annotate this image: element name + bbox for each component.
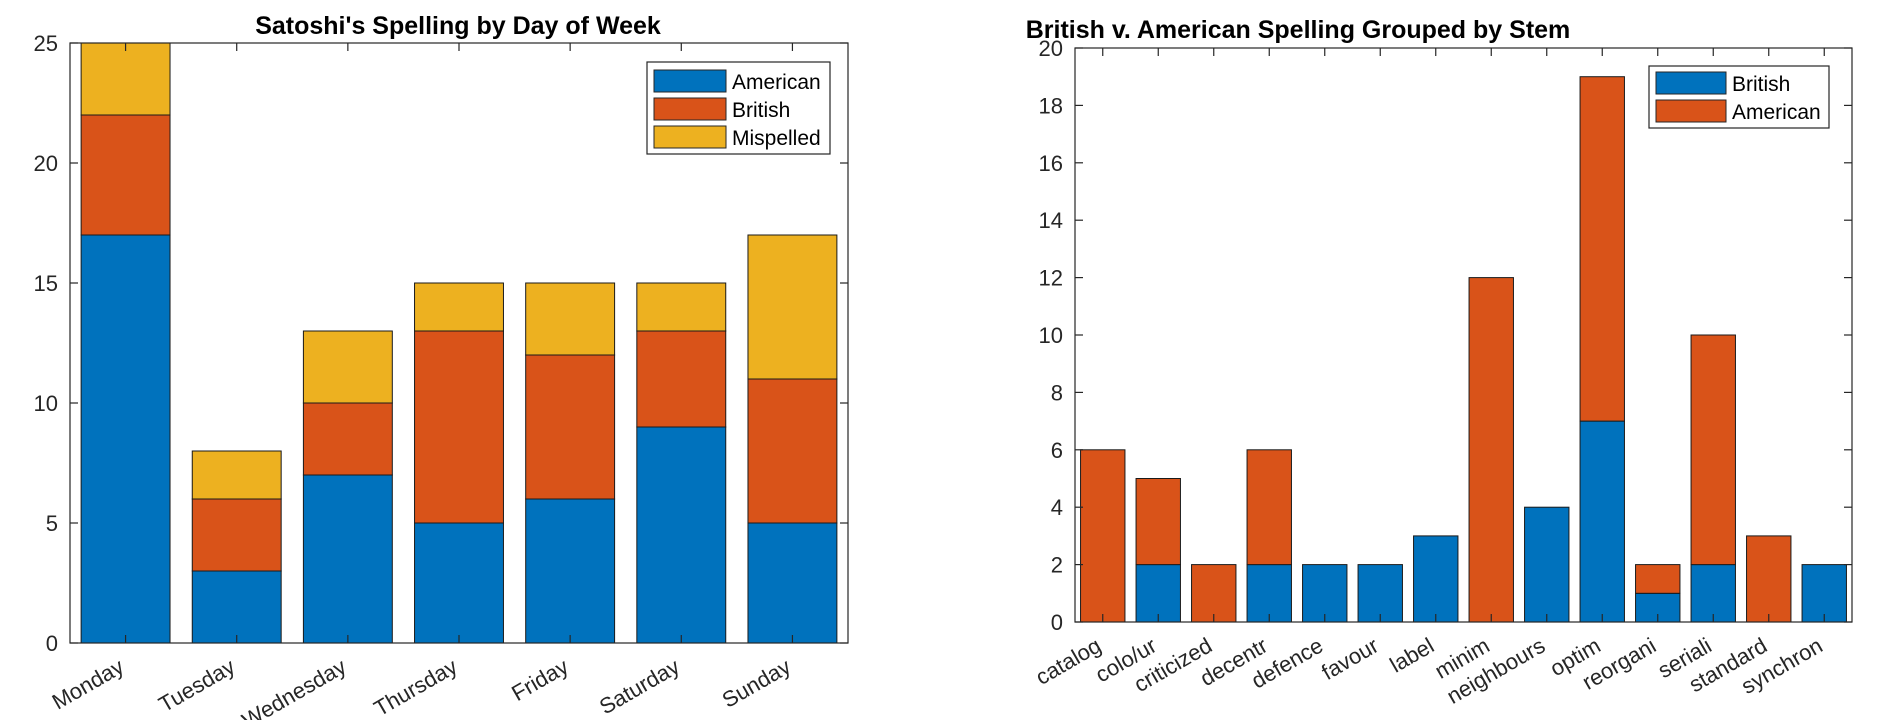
bar-label-british	[1413, 535, 1459, 623]
legend-swatch-british	[1655, 71, 1727, 95]
bar-saturday-british	[636, 330, 727, 428]
bar-wednesday-mispelled	[302, 330, 393, 404]
bar-defence-british	[1302, 564, 1348, 623]
chart-title: British v. American Spelling Grouped by …	[1026, 16, 1571, 44]
bar-friday-mispelled	[525, 282, 616, 356]
y-tick-label: 14	[1039, 208, 1063, 233]
bar-wednesday-american	[302, 474, 393, 644]
legend-swatch-american	[653, 69, 727, 93]
y-tick-label: 5	[46, 511, 58, 536]
bar-favour-british	[1357, 564, 1403, 623]
y-tick-label: 25	[34, 31, 58, 56]
bar-standard-american	[1746, 535, 1792, 623]
bars-group	[80, 42, 838, 644]
bar-sunday-british	[747, 378, 838, 524]
bar-friday-british	[525, 354, 616, 500]
legend-label-british: British	[1732, 73, 1790, 96]
legend-swatch-british	[653, 97, 727, 121]
y-tick-label: 4	[1051, 495, 1063, 520]
legend-swatch-mispelled	[653, 125, 727, 149]
bar-seriali-american	[1690, 334, 1736, 566]
chart-title: Satoshi's Spelling by Day of Week	[255, 12, 661, 40]
legend: American British Mispelled	[646, 61, 831, 155]
y-tick-label: 2	[1051, 553, 1063, 578]
legend-label-british: British	[732, 99, 790, 122]
bar-saturday-american	[636, 426, 727, 644]
y-tick-label: 0	[1051, 610, 1063, 635]
y-tick-label: 6	[1051, 438, 1063, 463]
bar-colo-ur-american	[1135, 478, 1181, 566]
bar-monday-british	[80, 114, 171, 236]
y-tick-label: 20	[34, 151, 58, 176]
bar-tuesday-mispelled	[191, 450, 282, 500]
legend-swatch-american	[1655, 99, 1727, 123]
bar-optim-american	[1579, 76, 1625, 422]
bar-monday-mispelled	[80, 42, 171, 116]
bar-sunday-american	[747, 522, 838, 644]
legend: British American	[1648, 65, 1830, 129]
bar-criticized-american	[1191, 564, 1237, 623]
y-tick-label: 12	[1039, 266, 1063, 291]
bar-optim-british	[1579, 420, 1625, 623]
bar-tuesday-american	[191, 570, 282, 644]
bar-monday-american	[80, 234, 171, 644]
y-tick-label: 18	[1039, 93, 1063, 118]
bar-thursday-american	[414, 522, 504, 644]
y-tick-label: 15	[34, 271, 58, 296]
y-tick-label: 10	[34, 391, 58, 416]
bar-catalog-american	[1080, 449, 1126, 623]
y-tick-label: 16	[1039, 151, 1063, 176]
bar-seriali-british	[1690, 564, 1736, 623]
bar-sunday-mispelled	[747, 234, 838, 380]
bar-neighbours-british	[1524, 506, 1570, 623]
bar-decentr-american	[1246, 449, 1292, 566]
bars-group	[1080, 76, 1847, 623]
bar-tuesday-british	[191, 498, 282, 572]
bar-saturday-mispelled	[636, 282, 727, 332]
bar-reorgani-american	[1635, 564, 1681, 594]
bar-thursday-mispelled	[414, 282, 504, 332]
bar-thursday-british	[414, 330, 504, 524]
legend-label-american: American	[732, 71, 821, 94]
legend-label-american: American	[1732, 101, 1821, 124]
bar-wednesday-british	[302, 402, 393, 476]
y-tick-label: 10	[1039, 323, 1063, 348]
y-tick-label: 8	[1051, 380, 1063, 405]
bar-decentr-british	[1246, 564, 1292, 623]
bar-minim-american	[1468, 277, 1514, 623]
y-tick-label: 0	[46, 631, 58, 656]
bar-synchron-british	[1801, 564, 1847, 623]
legend-label-mispelled: Mispelled	[732, 127, 821, 150]
y-tick-label: 20	[1039, 36, 1063, 61]
bar-colo-ur-british	[1135, 564, 1181, 623]
bar-friday-american	[525, 498, 616, 644]
